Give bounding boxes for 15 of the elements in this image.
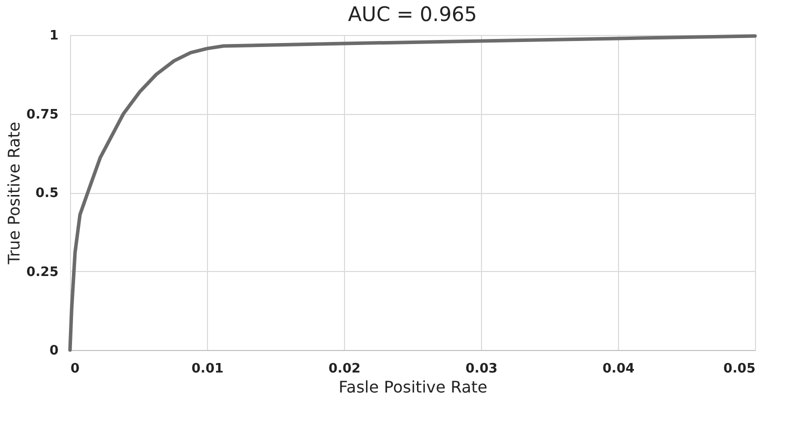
y-tick-label: 0 xyxy=(49,344,58,358)
y-tick-label: 0.25 xyxy=(26,264,58,280)
y-tick-label: 0.5 xyxy=(35,186,58,201)
x-tick-label: 0.03 xyxy=(465,362,498,376)
x-tick-label: 0.04 xyxy=(602,362,635,376)
y-axis-title: True Positive Rate xyxy=(4,122,24,266)
x-tick-label: 0.05 xyxy=(723,362,756,376)
y-tick-label: 0.75 xyxy=(26,107,58,122)
chart-title: AUC = 0.965 xyxy=(348,2,478,26)
x-tick-label: 0 xyxy=(70,362,80,376)
y-tick-label: 1 xyxy=(49,28,58,44)
line-series xyxy=(68,34,757,352)
x-tick-label: 0.02 xyxy=(328,362,361,376)
x-tick-label: 0.01 xyxy=(191,362,224,376)
x-axis-title: Fasle Positive Rate xyxy=(338,378,488,396)
